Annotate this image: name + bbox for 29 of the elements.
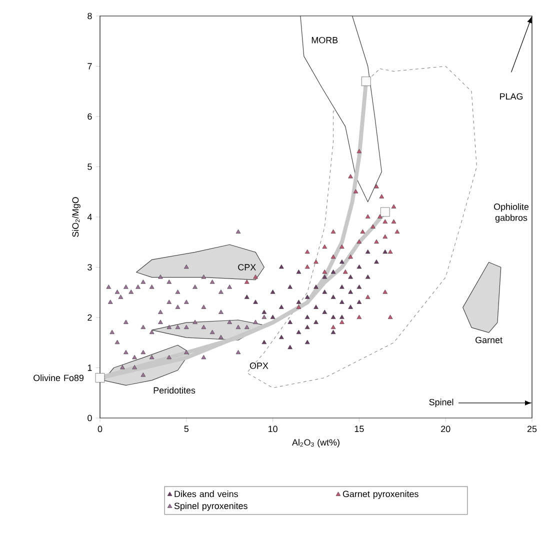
y-tick-label: 7 [88,63,92,70]
y-tick-label: 2 [88,314,92,321]
legend-label: Dikes and veins [174,490,238,498]
annotation: CPX [238,264,256,270]
y-tick-label: 0 [88,414,92,422]
y-tick-label: 1 [88,364,92,371]
y-tick-label: 3 [88,264,92,270]
x-axis-title: Al$_{2}$O$_{3}$ (wt%) [292,438,340,448]
annotation: OPX [250,362,268,369]
x-tick-label: 10 [268,426,278,432]
x-tick-label: 20 [441,426,450,432]
x-tick-label: 25 [527,426,537,432]
x-tick-label: 15 [354,426,364,432]
x-tick-label: 0 [98,426,102,432]
y-tick-label: 5 [88,164,92,170]
y-tick-label: 4 [87,214,92,220]
annotation: Garnet [476,336,502,344]
annotation: MORB [312,36,338,44]
annotation: PLAG [500,93,523,100]
y-tick-label: 8 [88,12,92,20]
legend-label: Garnet pyroxenites [342,490,418,499]
legend-label: Spinel pyroxenites [174,502,248,511]
y-axis-title: SiO$_{2}$/MgO [72,197,80,237]
text: Olivine Fo89 [34,374,84,382]
annotation: Spinel [429,398,454,408]
x-tick-label: 5 [184,426,189,432]
y-tick-label: 6 [88,113,92,120]
annotation: Peridotites [154,386,196,394]
annotation: Ophiolite gabbros [494,203,529,223]
